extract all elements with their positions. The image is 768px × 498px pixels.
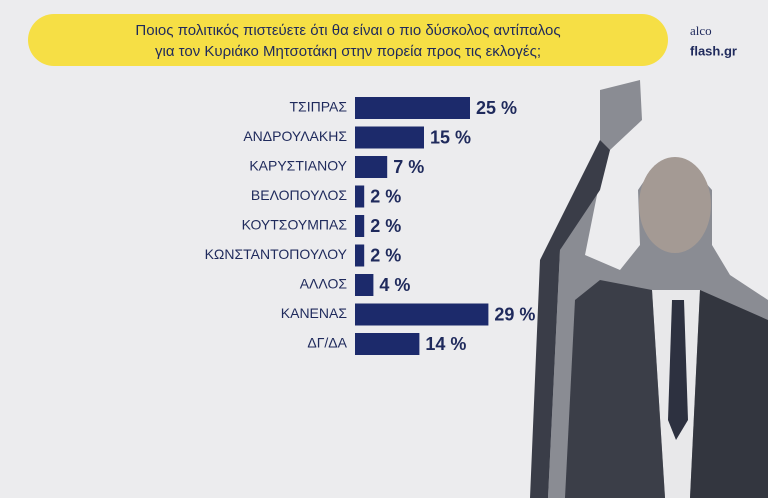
value-label: 14 % bbox=[425, 334, 466, 354]
value-label: 29 % bbox=[494, 304, 535, 324]
category-label: ΑΝΔΡΟΥΛΑΚΗΣ bbox=[243, 128, 347, 144]
category-label: ΚΩΝΣΤΑΝΤΟΠΟΥΛΟΥ bbox=[205, 246, 348, 262]
bar bbox=[355, 274, 374, 296]
category-label: ΒΕΛΟΠΟΥΛΟΣ bbox=[251, 187, 347, 203]
bar bbox=[355, 97, 470, 119]
chart-title: για τον Κυριάκο Μητσοτάκη στην πορεία πρ… bbox=[155, 43, 541, 60]
logo-brand: alco bbox=[690, 23, 712, 38]
bar bbox=[355, 156, 388, 178]
category-label: ΤΣΙΠΡΑΣ bbox=[290, 99, 348, 115]
bar bbox=[355, 303, 489, 326]
category-label: ΑΛΛΟΣ bbox=[300, 276, 348, 292]
title-box bbox=[28, 14, 668, 66]
bar bbox=[355, 185, 365, 208]
bar bbox=[355, 333, 420, 355]
category-label: ΚΟΥΤΣΟΥΜΠΑΣ bbox=[242, 217, 348, 233]
value-label: 7 % bbox=[393, 157, 424, 177]
logo-site: flash.gr bbox=[690, 43, 737, 58]
photo-silhouette bbox=[530, 80, 768, 498]
value-label: 2 % bbox=[370, 245, 401, 265]
value-label: 25 % bbox=[476, 98, 517, 118]
value-label: 15 % bbox=[430, 127, 471, 147]
value-label: 2 % bbox=[370, 186, 401, 206]
value-label: 2 % bbox=[370, 216, 401, 236]
bar bbox=[355, 126, 424, 149]
category-label: ΚΑΡΥΣΤΙΑΝΟΥ bbox=[249, 158, 347, 174]
chart-title: Ποιος πολιτικός πιστεύετε ότι θα είναι ο… bbox=[135, 22, 560, 39]
category-label: ΚΑΝΕΝΑΣ bbox=[281, 305, 348, 321]
bar bbox=[355, 244, 365, 267]
value-label: 4 % bbox=[379, 275, 410, 295]
bar bbox=[355, 215, 365, 237]
category-label: ΔΓ/ΔΑ bbox=[307, 335, 347, 351]
